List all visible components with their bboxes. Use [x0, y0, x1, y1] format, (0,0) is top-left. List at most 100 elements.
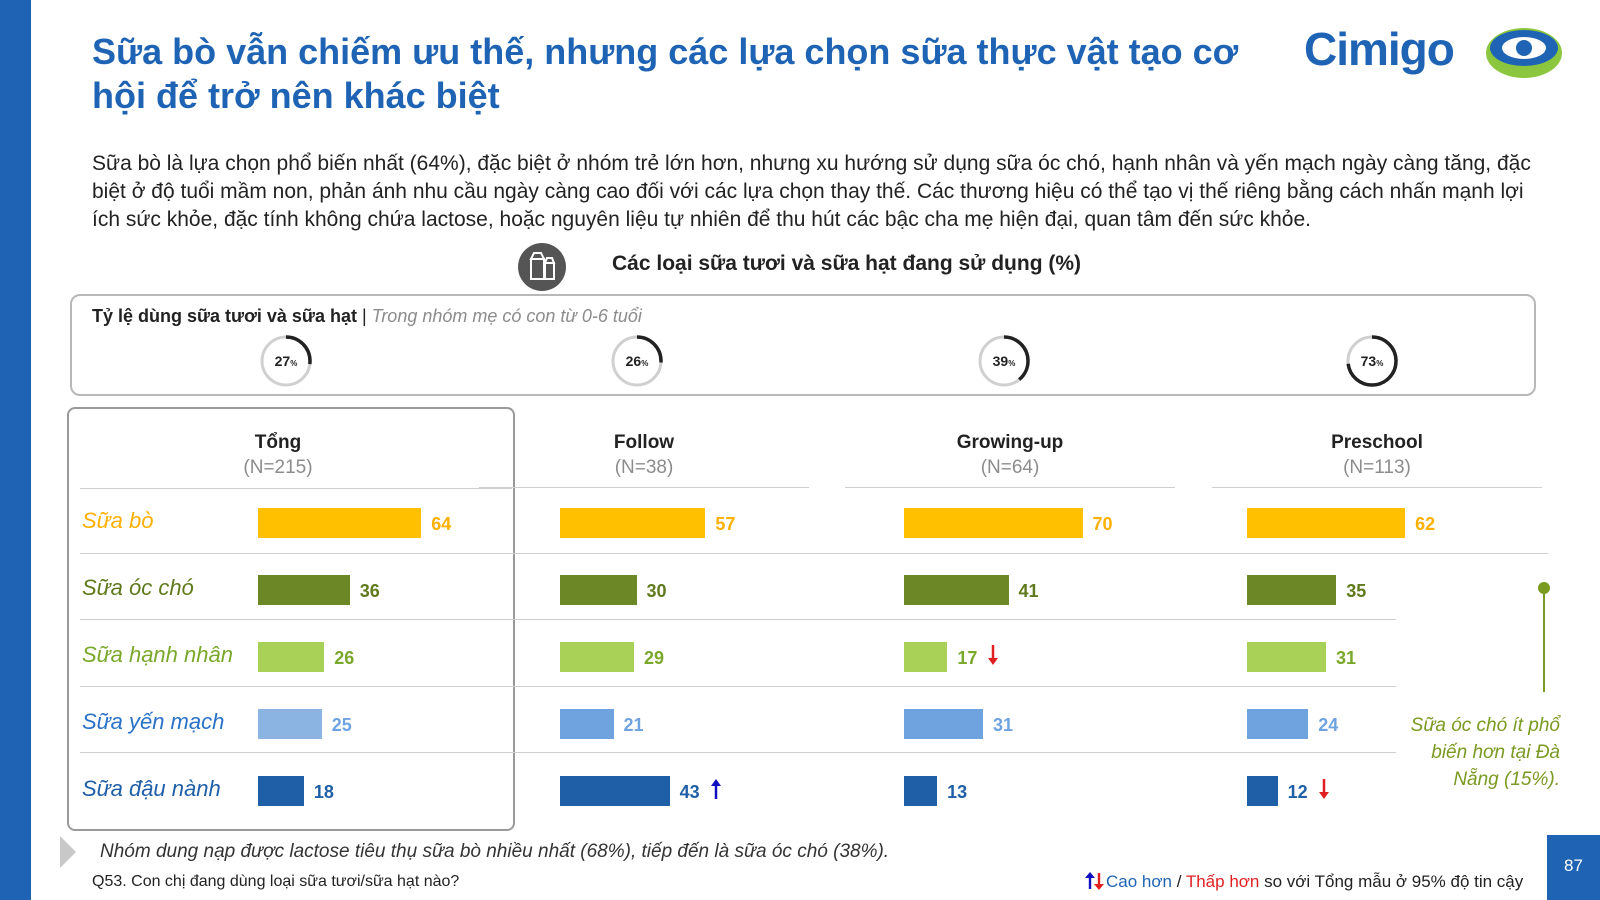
row-divider: [80, 686, 1396, 687]
bar: [1247, 508, 1406, 538]
slide-title: Sữa bò vẫn chiếm ưu thế, nhưng các lựa c…: [92, 31, 1239, 116]
bar: [258, 642, 325, 672]
bar: [904, 709, 984, 739]
bar: [560, 642, 634, 672]
bar: [1247, 776, 1278, 806]
usage-rate-base: Trong nhóm mẹ có con từ 0-6 tuổi: [371, 306, 642, 326]
bar-value-label: 26: [334, 648, 355, 668]
bar: [258, 709, 322, 739]
footnote-triangle-icon: [60, 836, 76, 868]
legend-rest: so với Tổng mẫu ở 95% độ tin cậy: [1259, 872, 1524, 891]
bar: [560, 575, 637, 605]
bar-value-label: 64: [431, 514, 452, 534]
usage-rate-title: Tỷ lệ dùng sữa tươi và sữa hạt: [92, 306, 357, 326]
logo-text: Cimigo: [1304, 23, 1455, 75]
donut-value: 73%: [1360, 353, 1384, 369]
usage-rate-label: Tỷ lệ dùng sữa tươi và sữa hạt | Trong n…: [92, 306, 642, 327]
bar-value-label: 35: [1346, 581, 1367, 601]
donut-ring: [260, 335, 312, 387]
cimigo-logo: Cimigo: [1304, 22, 1566, 84]
category-label: Sữa óc chó: [82, 575, 194, 600]
up-down-arrows-icon: [1085, 872, 1104, 890]
bar: [560, 508, 706, 538]
donut-ring: [1346, 335, 1398, 387]
bar-value-label: 62: [1415, 514, 1436, 534]
legend-lower: Thấp hơn: [1185, 872, 1260, 891]
bar-value-label: 31: [1336, 648, 1357, 668]
usage-rate-separator: |: [356, 306, 372, 326]
donut-ring: [978, 335, 1030, 387]
bar: [560, 776, 670, 806]
bar-value-label: 41: [1018, 581, 1039, 601]
category-label: Sữa hạnh nhân: [82, 642, 233, 667]
footnote: Nhóm dung nạp được lactose tiêu thụ sữa …: [100, 841, 890, 862]
usage-rate-donut: 39%: [977, 334, 1031, 388]
up-arrow-icon: [710, 778, 722, 800]
bar-value-label: 29: [643, 648, 664, 668]
column-header: Tổng: [254, 432, 302, 453]
donut-value: 27%: [274, 353, 298, 369]
row-divider: [80, 752, 1396, 753]
down-arrow-icon: [1318, 778, 1330, 800]
bar-value-label: 31: [993, 715, 1014, 735]
down-arrow-icon: [987, 644, 999, 666]
bar: [904, 508, 1083, 538]
row-divider: [80, 553, 1548, 554]
bar: [904, 642, 948, 672]
header-divider: [479, 487, 809, 488]
usage-rate-panel: [70, 294, 1536, 396]
column-header: Growing-up: [956, 432, 1064, 453]
bar-value-label: 36: [359, 581, 380, 601]
donut-value: 26%: [625, 353, 649, 369]
bar: [560, 709, 614, 739]
bar: [1247, 642, 1327, 672]
callout-line: [1543, 588, 1545, 692]
bar: [258, 776, 304, 806]
header-divider: [1212, 487, 1542, 488]
bar-value-label: 25: [331, 715, 352, 735]
bar: [1247, 575, 1337, 605]
milk-carton-icon: [518, 243, 566, 291]
bar: [1247, 709, 1309, 739]
bar: [258, 508, 422, 538]
bar-value-label: 30: [646, 581, 667, 601]
bar: [904, 575, 1009, 605]
column-sample-size: (N=64): [980, 457, 1040, 478]
bar-value-label: 70: [1092, 514, 1113, 534]
bar-value-label: 24: [1318, 715, 1339, 735]
column-header: Follow: [613, 432, 675, 453]
eye-logo-icon: [1486, 28, 1562, 78]
bar-value-label: 13: [947, 782, 968, 802]
usage-rate-donut: 27%: [259, 334, 313, 388]
bar-value-label: 57: [715, 514, 736, 534]
page-number: 87: [1547, 835, 1600, 900]
row-divider: [80, 488, 512, 489]
column-header: Preschool: [1331, 432, 1423, 453]
bar-value-label: 18: [313, 782, 334, 802]
column-sample-size: (N=215): [243, 457, 313, 478]
bar: [258, 575, 350, 605]
legend-separator: /: [1171, 872, 1186, 891]
column-sample-size: (N=38): [614, 457, 674, 478]
column-sample-size: (N=113): [1343, 457, 1411, 478]
left-accent-bar: [0, 0, 31, 900]
bar-value-label: 43: [679, 782, 700, 802]
legend-higher: Cao hơn: [1106, 872, 1172, 891]
callout-note: Sữa óc chó ít phổ biến hơn tại Đà Nẵng (…: [1410, 715, 1560, 790]
category-label: Sữa yến mạch: [82, 709, 225, 734]
category-label: Sữa bò: [82, 508, 154, 533]
category-label: Sữa đậu nành: [82, 776, 221, 801]
bar-value-label: 12: [1287, 782, 1308, 802]
usage-rate-donut: 26%: [610, 334, 664, 388]
donut-value: 39%: [992, 353, 1016, 369]
significance-legend: Cao hơn / Thấp hơn so với Tổng mẫu ở 95%…: [1084, 871, 1523, 892]
donut-ring: [611, 335, 663, 387]
bar: [904, 776, 938, 806]
usage-rate-donut: 73%: [1345, 334, 1399, 388]
intro-paragraph: Sữa bò là lựa chọn phổ biến nhất (64%), …: [92, 152, 1531, 231]
question-text: Q53. Con chị đang dùng loại sữa tươi/sữa…: [92, 873, 460, 890]
row-divider: [80, 619, 1396, 620]
bar-value-label: 17: [957, 648, 978, 668]
chart-subtitle: Các loại sữa tươi và sữa hạt đang sử dụn…: [612, 252, 1082, 275]
bar-value-label: 21: [623, 715, 644, 735]
